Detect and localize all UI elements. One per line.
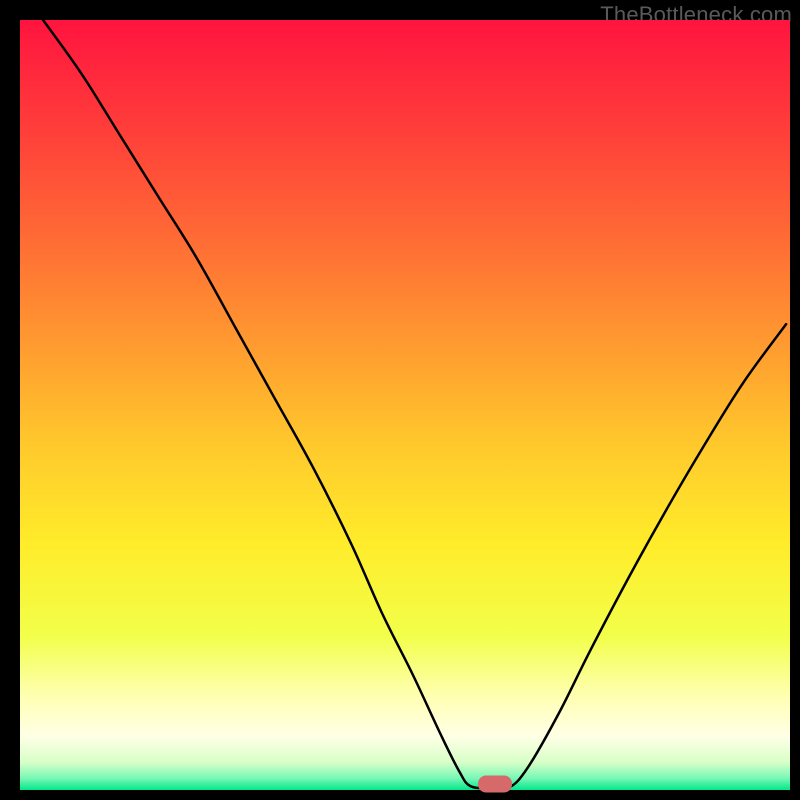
chart-container: TheBottleneck.com <box>0 0 800 800</box>
plot-area <box>20 20 790 790</box>
optimum-marker <box>478 775 512 792</box>
gradient-background <box>20 20 790 790</box>
